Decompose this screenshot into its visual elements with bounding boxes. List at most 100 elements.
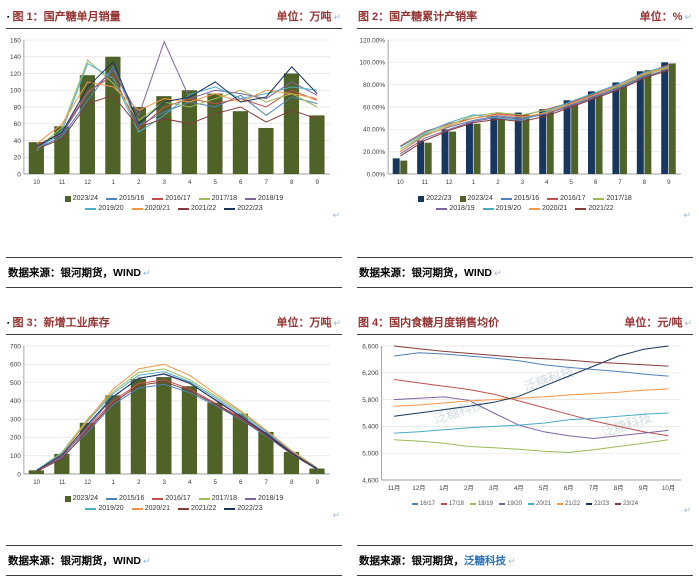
- legend-swatch-icon: [106, 497, 118, 500]
- legend-swatch-icon: [586, 503, 593, 505]
- series-2021/22: [36, 381, 318, 472]
- series-20/21: [393, 412, 669, 434]
- y-axis-labels: 0 20 40 60 80 100 120 140 160: [10, 37, 21, 178]
- legend-label: 2017/18: [606, 195, 632, 202]
- svg-text:7: 7: [618, 179, 622, 186]
- legend-swatch-icon: [224, 507, 236, 510]
- svg-text:1: 1: [111, 479, 115, 486]
- svg-text:9: 9: [667, 179, 671, 186]
- return-mark-icon: ↵: [332, 210, 340, 220]
- legend-swatch-icon: [244, 497, 256, 500]
- legend-swatch-icon: [547, 197, 559, 200]
- series-2020/21: [36, 81, 318, 145]
- legend-swatch-icon: [528, 503, 534, 505]
- svg-text:8: 8: [290, 479, 294, 486]
- line-series: [393, 345, 669, 454]
- svg-text:1: 1: [111, 179, 115, 186]
- svg-text:3月: 3月: [489, 485, 499, 492]
- series-2018/19: [36, 40, 318, 148]
- return-mark-icon: ↵: [143, 268, 151, 278]
- svg-text:60: 60: [14, 121, 22, 128]
- svg-text:4,600: 4,600: [362, 477, 379, 484]
- legend-swatch-icon: [152, 197, 164, 200]
- chart-area: 0.00% 20.00% 40.00% 60.00% 80.00% 100.00% 120.…: [357, 29, 693, 219]
- x-axis-labels: 10 11 12 1 2 3 4 5 6 7 8 9: [397, 179, 671, 186]
- figure-panel-3: ▪ 图 3：新增工业库存 单位：万吨 ↵ 0 100 200 300 400 500 600 70…: [6, 312, 342, 576]
- unit-label: 单位：万吨: [276, 11, 332, 23]
- series-2020/21: [36, 363, 318, 472]
- svg-text:3: 3: [521, 179, 525, 186]
- legend-item: 22/23: [586, 501, 609, 507]
- legend-item: 2016/17: [152, 495, 191, 502]
- legend-swatch-icon: [500, 197, 512, 200]
- legend-label: 2019/20: [98, 505, 124, 512]
- svg-text:12: 12: [84, 179, 91, 186]
- chart-canvas-fig4: 泛糖科技 泛糖科技 泛糖科技 4,600 5,000 5,400 5,800 6,200 6,6…: [357, 341, 689, 498]
- source-text: 数据来源：银河期货，WIND: [8, 555, 141, 567]
- svg-text:5: 5: [213, 479, 217, 486]
- legend-label: 2022/23: [237, 505, 263, 512]
- legend-swatch-icon: [131, 207, 143, 210]
- svg-text:80: 80: [14, 104, 22, 111]
- legend-swatch-icon: [85, 207, 97, 210]
- return-mark-icon: ↵: [332, 510, 340, 520]
- svg-text:6: 6: [239, 179, 243, 186]
- svg-text:500: 500: [10, 380, 21, 387]
- legend-label: 2022/23: [237, 205, 263, 212]
- legend-label: 2021/22: [588, 205, 614, 212]
- svg-text:10: 10: [33, 179, 40, 186]
- legend-swatch-icon: [557, 503, 564, 505]
- legend-swatch-icon: [198, 197, 210, 200]
- return-mark-icon: ↵: [683, 210, 691, 220]
- legend-label: 2023/24: [72, 495, 99, 502]
- legend-item: 2023/24: [64, 195, 99, 202]
- source-link[interactable]: 泛糖科技: [464, 555, 506, 567]
- legend-label: 2023/24: [72, 195, 99, 202]
- data-source: 数据来源：银河期货，泛糖科技 ↵: [357, 545, 693, 576]
- legend-swatch-icon: [575, 207, 587, 210]
- return-mark-icon: ↵: [683, 505, 691, 515]
- x-axis-labels: 10 11 12 1 2 3 4 5 6 7 8 9: [33, 179, 319, 186]
- svg-text:4月: 4月: [514, 485, 524, 492]
- series-2015/16: [400, 66, 669, 153]
- figure-panel-1: ▪ 图 1：国产糖单月销量 单位：万吨 ↵ 0 20 40 60 80 100 120 140 16…: [6, 6, 342, 288]
- y-axis-labels: 0 100 200 300 400 500 600 700: [10, 343, 21, 478]
- svg-text:9: 9: [316, 179, 320, 186]
- legend-swatch-icon: [64, 495, 71, 502]
- series-2017/18: [400, 67, 669, 150]
- x-axis-labels: 11月 12月 1月 2月 3月 4月 5月 6月 7月 8月 9月 10月: [388, 485, 675, 492]
- svg-text:6月: 6月: [564, 485, 574, 492]
- data-source: 数据来源：银河期货，WIND ↵: [6, 545, 342, 576]
- series-19/20: [393, 396, 669, 440]
- legend-label: 2017/18: [211, 495, 237, 502]
- legend-label: 2022/23: [426, 195, 452, 202]
- figure-3-header: ▪ 图 3：新增工业库存 单位：万吨 ↵: [6, 312, 342, 335]
- legend-swatch-icon: [498, 503, 505, 505]
- svg-text:200: 200: [10, 435, 21, 442]
- return-mark-icon: ↵: [333, 12, 341, 22]
- legend-item: 2022/23: [224, 205, 263, 212]
- figure-1-header: ▪ 图 1：国产糖单月销量 单位：万吨 ↵: [6, 6, 342, 29]
- legend-swatch-icon: [178, 507, 189, 510]
- legend-item: 23/24: [615, 501, 638, 507]
- legend-label: 19/20: [506, 501, 522, 507]
- svg-text:5: 5: [569, 179, 573, 186]
- y-axis-labels: 0.00% 20.00% 40.00% 60.00% 80.00% 100.00% 120.…: [359, 37, 385, 178]
- legend-swatch-icon: [615, 503, 622, 505]
- legend-item: 21/22: [557, 501, 580, 507]
- legend-swatch-icon: [152, 497, 164, 500]
- line-series: [36, 363, 318, 472]
- x-axis-labels: 10 11 12 1 2 3 4 5 6 7 8 9: [33, 479, 319, 486]
- data-source: 数据来源：银河期货，WIND ↵: [357, 257, 693, 288]
- series-2022/23: [36, 60, 318, 147]
- series-21/22: [393, 388, 669, 407]
- svg-text:5,400: 5,400: [362, 424, 379, 431]
- svg-text:2: 2: [137, 479, 141, 486]
- return-mark-icon: ↵: [333, 318, 341, 328]
- legend-item: 2019/20: [85, 205, 124, 212]
- chart-legend: 2023/24 2015/16 2016/17 2017/18 2018/19 2019/…: [49, 195, 299, 212]
- series-2022/23: [36, 373, 318, 471]
- legend-item: 2015/16: [106, 195, 144, 202]
- svg-text:140: 140: [10, 54, 21, 61]
- svg-text:12: 12: [446, 179, 453, 186]
